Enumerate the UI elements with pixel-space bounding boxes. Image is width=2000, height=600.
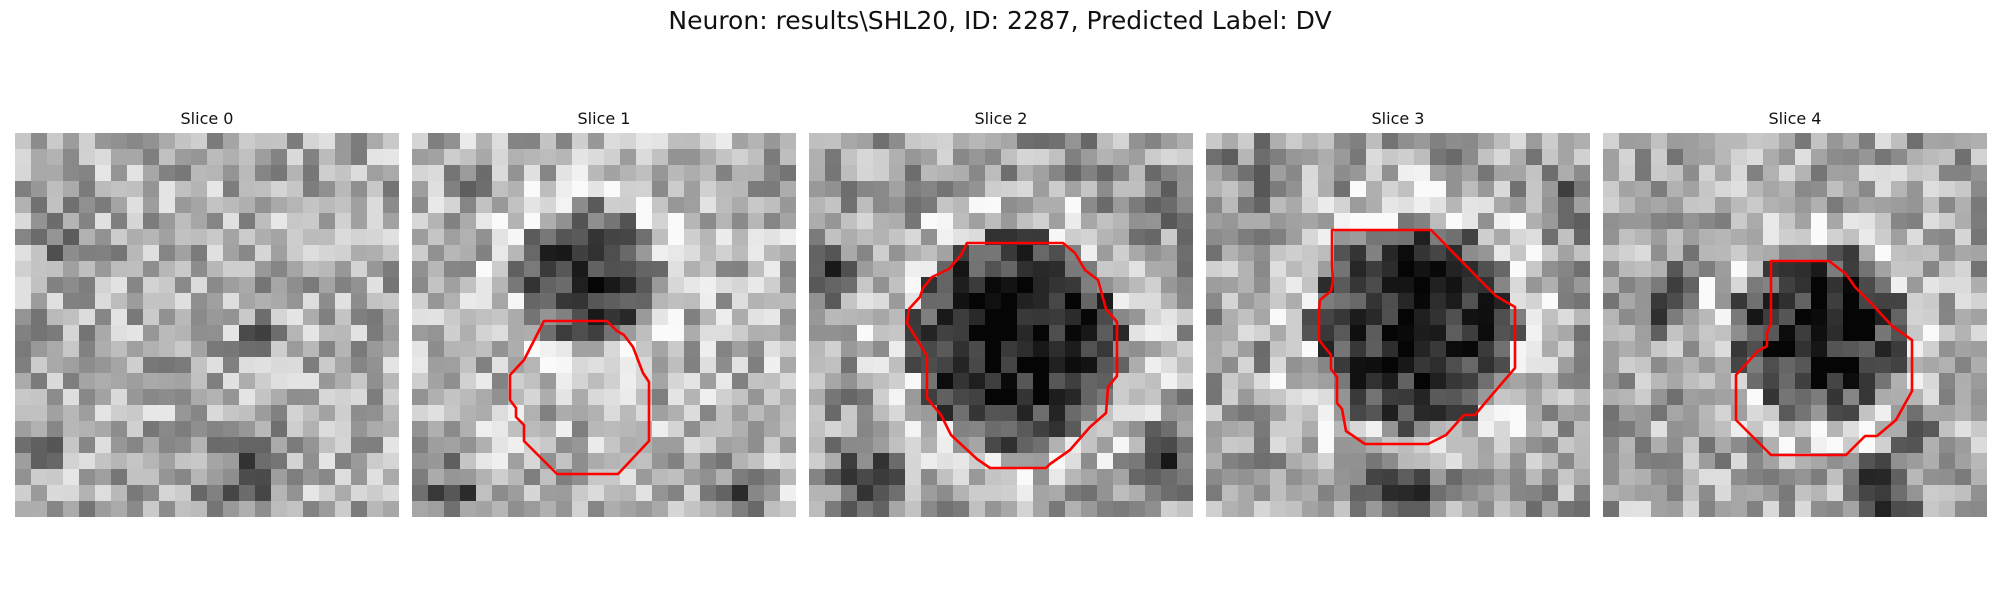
slice-image-0 xyxy=(15,133,399,517)
slice-panel-2: Slice 2 xyxy=(809,108,1193,517)
slice-panel-3: Slice 3 xyxy=(1206,108,1590,517)
slice-image-2 xyxy=(809,133,1193,517)
slice-title-0: Slice 0 xyxy=(180,109,234,128)
roi-contour xyxy=(1734,259,1914,457)
slice-panel-1: Slice 1 xyxy=(412,108,796,517)
slice-title-4: Slice 4 xyxy=(1768,109,1822,128)
roi-contour xyxy=(905,241,1119,470)
roi-contour xyxy=(508,319,651,476)
slice-title-3: Slice 3 xyxy=(1371,109,1425,128)
roi-contour xyxy=(1317,228,1517,446)
slice-image-1 xyxy=(412,133,796,517)
slice-panel-4: Slice 4 xyxy=(1603,108,1987,517)
slice-image-4 xyxy=(1603,133,1987,517)
slice-title-1: Slice 1 xyxy=(577,109,631,128)
slice-panel-0: Slice 0 xyxy=(15,108,399,517)
figure-title: Neuron: results\SHL20, ID: 2287, Predict… xyxy=(668,6,1332,35)
slice-title-2: Slice 2 xyxy=(974,109,1028,128)
slice-image-3 xyxy=(1206,133,1590,517)
